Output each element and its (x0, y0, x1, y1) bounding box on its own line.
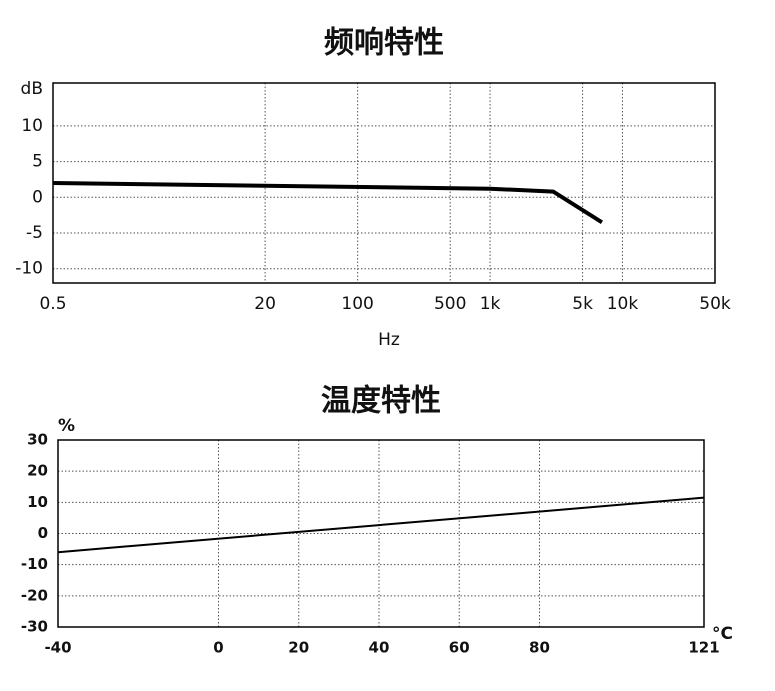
y-tick-label: -5 (26, 223, 43, 243)
x-axis-label: °C (712, 624, 733, 644)
x-tick-label: 121 (688, 639, 719, 657)
x-tick-label: 50k (699, 294, 731, 314)
y-tick-label: 10 (21, 116, 43, 136)
y-tick-label: -20 (21, 586, 48, 604)
plot-frame (57, 439, 705, 628)
chart-title: 频响特性 (324, 26, 444, 61)
x-tick-label: 100 (341, 294, 373, 314)
y-tick-label: 5 (32, 152, 43, 172)
chart: 温度特性 -30 -20 -10 0 10 20 30 -40 0 20 40 60 80 121% °C (21, 384, 733, 657)
chart-title: 温度特性 (321, 384, 441, 419)
x-tick-label: 500 (434, 294, 466, 314)
x-tick-label: 20 (288, 639, 309, 657)
data-line (52, 181, 604, 224)
y-tick-label: -30 (21, 618, 48, 636)
x-tick-label: 5k (572, 294, 593, 314)
x-axis-label: Hz (378, 330, 400, 350)
x-tick-label: 0.5 (39, 294, 66, 314)
x-tick-label: 1k (480, 294, 501, 314)
chart: 频响特性 -10 -5 0 5 10 0.5 20 100 500 1k 5k 10k 50k dB Hz (15, 26, 731, 351)
x-tick-label: 0 (213, 639, 223, 657)
y-tick-label: 20 (27, 462, 48, 480)
x-tick-label: 40 (369, 639, 390, 657)
y-tick-label: 30 (27, 431, 48, 449)
y-tick-label: 0 (32, 187, 43, 207)
y-tick-label: -10 (15, 259, 43, 279)
y-axis-label: dB (21, 79, 43, 99)
y-axis-label: % (58, 416, 75, 436)
x-tick-label: 60 (449, 639, 470, 657)
data-line (57, 496, 705, 554)
x-tick-label: 10k (607, 294, 639, 314)
x-tick-label: -40 (44, 639, 71, 657)
y-tick-label: -10 (21, 555, 48, 573)
x-tick-label: 20 (254, 294, 276, 314)
y-tick-label: 0 (38, 524, 48, 542)
x-tick-label: 80 (529, 639, 550, 657)
y-tick-label: 10 (27, 493, 48, 511)
